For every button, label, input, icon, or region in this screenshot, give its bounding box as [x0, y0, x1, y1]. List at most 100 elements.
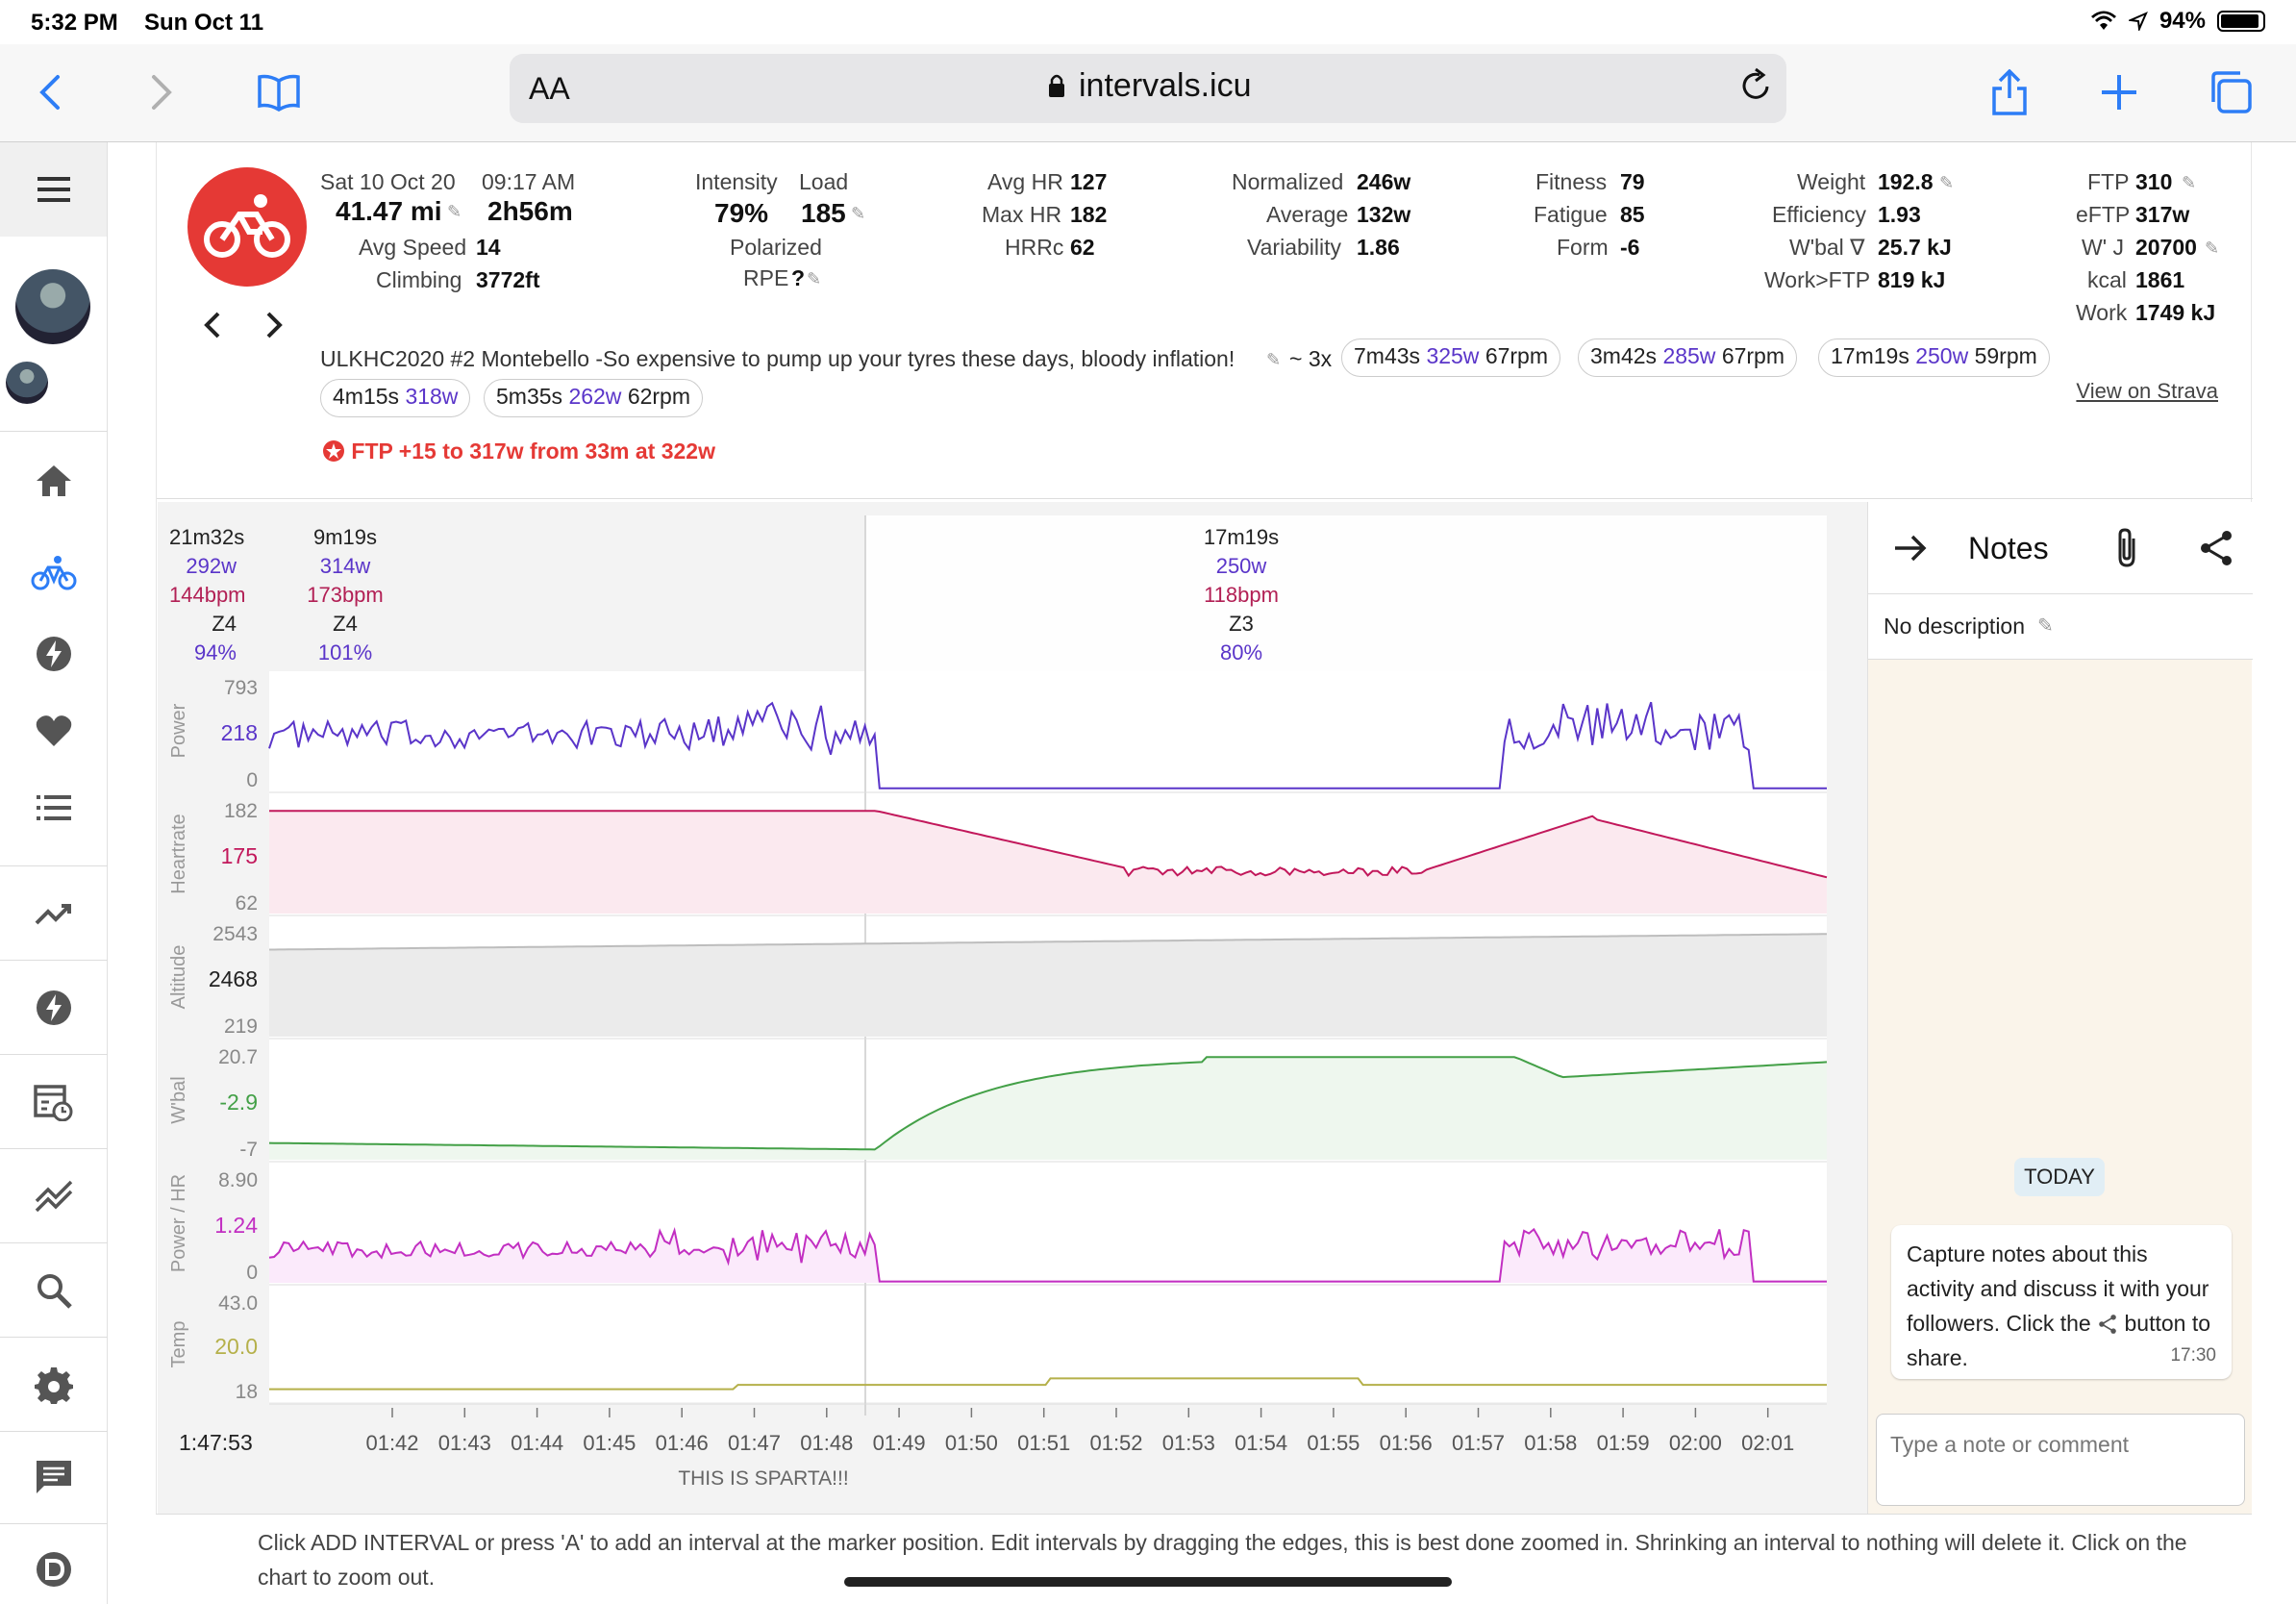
sidebar-item-power-curve[interactable]: [0, 962, 108, 1054]
eftp-value: 317w: [2135, 202, 2190, 227]
segment-summary[interactable]: 21m32s 292w 144bpm Z4 94%: [169, 523, 246, 667]
avatar[interactable]: [15, 269, 90, 344]
sidebar-item-fitness[interactable]: [0, 685, 108, 777]
interval-chip[interactable]: 3m42s 285w 67rpm: [1578, 338, 1798, 377]
browser-toolbar: AA intervals.icu: [0, 44, 2296, 142]
share-icon: [2099, 1315, 2116, 1334]
sidebar-item-power[interactable]: [0, 608, 108, 700]
panel-label: Temp: [168, 1321, 189, 1368]
edit-distance-icon[interactable]: ✎: [447, 202, 462, 221]
notes-description[interactable]: No description ✎: [1868, 594, 2253, 660]
segment-summary[interactable]: 17m19s 250w 118bpm Z3 80%: [1169, 523, 1313, 667]
avg-hr-value: 127: [1070, 169, 1108, 194]
interval-chip[interactable]: 5m35s 262w 62rpm: [484, 379, 704, 417]
series-area: [269, 934, 1827, 1037]
ftp-value[interactable]: 310: [2135, 169, 2173, 194]
interval-chip[interactable]: 4m15s 318w: [320, 379, 471, 417]
axis-max-label: 2543: [212, 923, 258, 945]
repeat-count: ~ 3x: [1289, 346, 1333, 371]
sidebar-item-home[interactable]: [0, 435, 108, 527]
sidebar-item-search[interactable]: [0, 1244, 108, 1337]
activity-distance[interactable]: 41.47 mi: [336, 196, 442, 226]
sidebar-item-calendar[interactable]: [0, 1056, 108, 1148]
avatar-small[interactable]: [6, 362, 48, 404]
back-icon[interactable]: [23, 65, 77, 119]
note-message: Capture notes about this activity and di…: [1891, 1225, 2232, 1379]
sidebar-divider: [0, 960, 108, 961]
x-tick-label: 01:50: [945, 1431, 998, 1455]
segment-summary[interactable]: 9m19s 314w 173bpm Z4 101%: [273, 523, 417, 667]
x-tick-label: 01:59: [1597, 1431, 1650, 1455]
list-icon: [37, 795, 71, 820]
variability-label: Variability: [1247, 235, 1341, 260]
tabs-icon[interactable]: [2204, 65, 2258, 119]
url-text[interactable]: intervals.icu: [1079, 67, 1252, 104]
intensity-label: Intensity: [695, 169, 778, 194]
edit-weight-icon[interactable]: ✎: [1939, 173, 1955, 192]
today-divider: TODAY: [2014, 1158, 2105, 1196]
paperclip-icon[interactable]: [2114, 527, 2139, 569]
reload-icon[interactable]: [1738, 67, 1773, 104]
arrow-right-icon[interactable]: [1893, 533, 1928, 564]
rpe-value[interactable]: ?: [791, 265, 806, 290]
sidebar-divider: [0, 1242, 108, 1243]
activity-chart[interactable]: Power 793 218 0 Heartrate 182 175 62 Altitude 254…: [158, 502, 1869, 1514]
note-message-end: button to share.: [1907, 1311, 2211, 1370]
activity-chart-svg[interactable]: Power 793 218 0 Heartrate 182 175 62 Altitude 254…: [158, 502, 1867, 1514]
home-indicator[interactable]: [844, 1577, 1452, 1587]
sidebar-item-list[interactable]: [0, 762, 108, 854]
wj-value[interactable]: 20700: [2135, 235, 2197, 260]
axis-min-label: -7: [239, 1139, 258, 1161]
sidebar-item-settings[interactable]: [0, 1339, 108, 1431]
menu-button[interactable]: [0, 142, 107, 237]
edit-notes-description-icon[interactable]: ✎: [2037, 615, 2054, 637]
normalized-label: Normalized: [1232, 169, 1344, 194]
prev-activity-button[interactable]: [203, 306, 222, 349]
fitness-label: Fitness: [1535, 169, 1608, 194]
text-size-button[interactable]: AA: [529, 71, 570, 106]
sidebar-item-trends[interactable]: [0, 867, 108, 960]
segment-zone: Z4: [212, 612, 237, 636]
next-activity-button[interactable]: [264, 306, 284, 349]
share-icon[interactable]: [1983, 65, 2036, 119]
edit-ftp-icon[interactable]: ✎: [2182, 173, 2197, 192]
sidebar-item-discord[interactable]: [0, 1523, 108, 1604]
chart-hint: Click ADD INTERVAL or press 'A' to add a…: [258, 1530, 2187, 1590]
location-icon: [2128, 12, 2148, 31]
edit-wj-icon[interactable]: ✎: [2205, 238, 2220, 258]
segment-duration: 17m19s: [1203, 525, 1280, 549]
note-message-text: Capture notes about this activity and di…: [1907, 1241, 2209, 1336]
sidebar-item-activities[interactable]: [0, 527, 108, 619]
interval-chip[interactable]: 17m19s 250w 59rpm: [1818, 338, 2050, 377]
view-on-strava-link[interactable]: View on Strava: [2076, 379, 2218, 403]
panel-label: Heartrate: [168, 814, 189, 893]
sidebar-item-chat[interactable]: [0, 1431, 108, 1523]
activity-description[interactable]: ULKHC2020 #2 Montebello -So expensive to…: [320, 346, 1235, 371]
edit-load-icon[interactable]: ✎: [851, 204, 866, 223]
chip-duration: 5m35s: [496, 384, 563, 409]
interval-chip[interactable]: 7m43s 325w 67rpm: [1341, 338, 1561, 377]
forward-icon[interactable]: [135, 65, 188, 119]
weight-value[interactable]: 192.8: [1878, 169, 1934, 194]
address-bar[interactable]: AA intervals.icu: [510, 54, 1786, 123]
bike-icon: [31, 556, 77, 590]
sidebar-item-compare[interactable]: [0, 1150, 108, 1242]
new-tab-icon[interactable]: [2092, 65, 2146, 119]
series-line: [269, 810, 1828, 879]
edit-description-icon[interactable]: ✎: [1266, 350, 1282, 369]
axis-max-label: 43.0: [218, 1292, 258, 1315]
variability-value: 1.86: [1357, 235, 1400, 260]
load-value[interactable]: 185: [801, 198, 846, 228]
x-tick-label: 01:52: [1089, 1431, 1142, 1455]
work-ftp-label: Work>FTP: [1764, 267, 1871, 292]
note-input[interactable]: Type a note or comment: [1876, 1414, 2245, 1506]
avg-speed-value: 14: [476, 235, 501, 260]
edit-rpe-icon[interactable]: ✎: [807, 269, 822, 288]
share-icon[interactable]: [2197, 529, 2235, 567]
sidebar-divider: [0, 431, 108, 432]
bookmarks-icon[interactable]: [252, 65, 306, 119]
status-bar: 5:32 PM Sun Oct 11 94%: [0, 0, 2296, 44]
segment-zone: Z4: [333, 612, 358, 636]
activity-duration: 2h56m: [487, 196, 573, 226]
axis-current-label: 218: [221, 720, 258, 745]
